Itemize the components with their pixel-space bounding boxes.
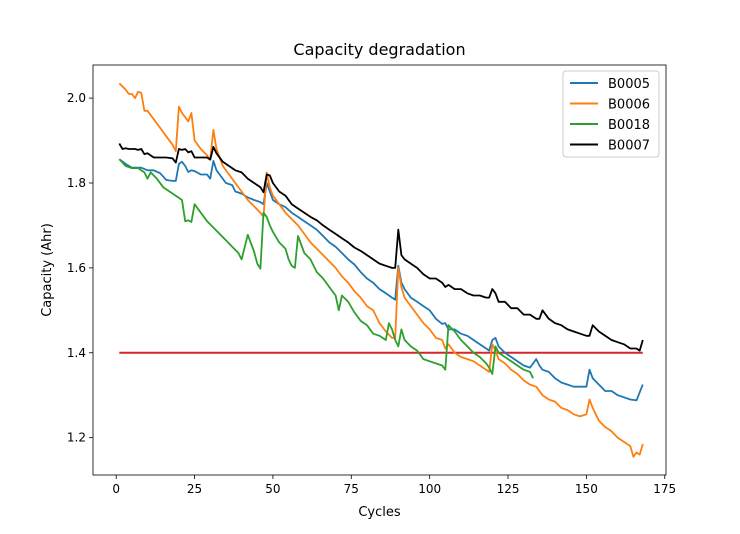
chart-title: Capacity degradation (293, 40, 465, 59)
y-tick-label: 1.6 (67, 261, 86, 275)
legend-label-b0018: B0018 (608, 118, 650, 133)
x-tick-label: 100 (418, 482, 441, 496)
legend-label-b0006: B0006 (608, 98, 650, 113)
y-tick-label: 1.2 (67, 431, 86, 445)
x-axis-ticks: 0 25 50 75 100 125 150 175 (112, 475, 676, 496)
legend-label-b0005: B0005 (608, 77, 650, 92)
x-tick-label: 50 (265, 482, 280, 496)
series-line-b0007 (118, 143, 644, 352)
legend-label-b0007: B0007 (608, 139, 650, 154)
x-tick-label: 25 (187, 482, 202, 496)
y-tick-label: 1.8 (67, 176, 86, 190)
legend-box (562, 70, 660, 158)
x-axis-label: Cycles (358, 505, 401, 520)
y-axis-label: Capacity (Ahr) (40, 223, 55, 317)
series-line-b0006 (118, 82, 644, 458)
y-tick-label: 1.4 (67, 346, 86, 360)
series-line-b0018 (118, 158, 534, 379)
x-tick-label: 0 (112, 482, 120, 496)
x-tick-label: 125 (497, 482, 520, 496)
x-tick-label: 175 (653, 482, 676, 496)
x-tick-label: 150 (575, 482, 598, 496)
y-tick-label: 2.0 (67, 91, 86, 105)
x-tick-label: 75 (344, 482, 359, 496)
series-line-b0005 (118, 158, 644, 402)
plot-frame (92, 64, 667, 476)
legend: B0005 B0006 B0018 B0007 (562, 70, 660, 158)
series-layer (118, 82, 644, 458)
y-axis-ticks: 1.2 1.4 1.6 1.8 2.0 (67, 91, 93, 445)
